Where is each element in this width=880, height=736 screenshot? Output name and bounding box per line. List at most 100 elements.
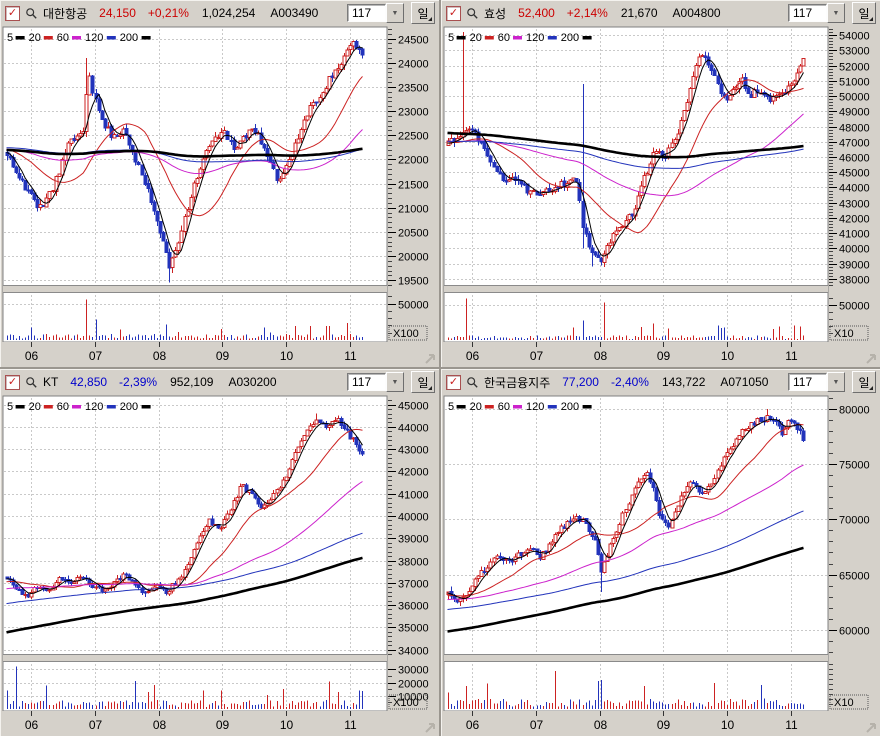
month-label: 08 xyxy=(594,349,608,363)
stock-price: 42,850 xyxy=(70,375,108,389)
panel-checkbox[interactable]: ✓ xyxy=(446,5,461,21)
svg-text:22000: 22000 xyxy=(398,155,429,167)
stock-volume: 143,722 xyxy=(661,375,706,389)
month-label: 11 xyxy=(785,718,798,732)
svg-text:50000: 50000 xyxy=(839,301,870,313)
ma-60-line xyxy=(447,464,804,601)
resize-grip[interactable] xyxy=(423,721,437,735)
period-day-button[interactable]: 일 xyxy=(852,2,876,24)
svg-text:47000: 47000 xyxy=(839,138,870,150)
search-icon[interactable] xyxy=(466,7,479,20)
ma-5-line xyxy=(447,59,804,257)
legend-swatch xyxy=(513,36,522,40)
y-axis: 54000 53000 52000 51000 50000 49000 48000 47000… xyxy=(829,29,870,334)
stock-price: 52,400 xyxy=(518,6,555,20)
month-label: 09 xyxy=(657,349,671,363)
svg-text:X10: X10 xyxy=(834,328,854,340)
ma-lines xyxy=(447,418,804,633)
ma-legend: 5 20 60 120 200 xyxy=(7,401,151,413)
legend-swatch xyxy=(15,405,25,409)
legend-swatch xyxy=(582,405,592,409)
ma-legend: 5 20 60 120 200 xyxy=(7,32,151,44)
svg-text:X100: X100 xyxy=(393,328,419,340)
stock-name: KT xyxy=(43,375,59,389)
month-label: 11 xyxy=(344,349,357,363)
period-day-button[interactable]: 일 xyxy=(411,2,435,24)
panel-checkbox[interactable]: ✓ xyxy=(5,5,20,21)
bar-count-input[interactable]: 117 xyxy=(347,373,386,391)
search-icon[interactable] xyxy=(466,376,479,389)
search-icon[interactable] xyxy=(25,7,38,20)
resize-grip[interactable] xyxy=(864,352,878,366)
month-label: 11 xyxy=(344,718,357,732)
panel-checkbox[interactable]: ✓ xyxy=(5,374,20,390)
stock-price: 77,200 xyxy=(562,375,599,389)
legend-swatch xyxy=(72,36,81,40)
ma-200-line xyxy=(447,131,804,159)
legend-swatch xyxy=(456,36,466,40)
svg-text:53000: 53000 xyxy=(839,46,870,58)
stock-name: 대한항공 xyxy=(43,6,88,21)
volume-unit-label: X100 xyxy=(388,325,428,341)
legend-label: 5 xyxy=(448,401,454,413)
svg-text:20000: 20000 xyxy=(398,679,429,691)
month-label: 11 xyxy=(785,349,798,363)
bar-count-input[interactable]: 117 xyxy=(347,4,386,22)
legend-swatch xyxy=(141,405,151,409)
legend-label: 120 xyxy=(526,32,544,44)
chart-background xyxy=(1,25,439,367)
legend-label: 120 xyxy=(85,32,103,44)
candlestick-chart[interactable]: 5 20 60 120 200 54000 53000 52000 51000 50000 4900… xyxy=(442,25,880,367)
chevron-down-icon[interactable]: ▼ xyxy=(827,372,845,392)
chevron-down-icon[interactable]: ▼ xyxy=(827,3,845,23)
volume-bars xyxy=(7,299,363,340)
candles xyxy=(5,40,365,283)
panel-header: ✓ 대한항공 24,150 +0,21% 1,024,254 A003490 1… xyxy=(1,1,439,25)
ma-5-line xyxy=(447,418,804,600)
bar-count-input[interactable]: 117 xyxy=(788,4,827,22)
month-label: 07 xyxy=(89,718,103,732)
panel-checkbox[interactable]: ✓ xyxy=(446,374,461,390)
x-axis: 06 07 08 09 10 11 xyxy=(442,342,880,367)
candlestick-chart[interactable]: 5 20 60 120 200 45000 44000 43000 42000 41000 4000… xyxy=(1,394,439,736)
candlestick-chart[interactable]: 5 20 60 120 200 80000 75000 70000 65000 60000 X10 0… xyxy=(442,394,880,736)
chevron-down-icon[interactable]: ▼ xyxy=(386,3,404,23)
svg-text:70000: 70000 xyxy=(839,515,870,527)
legend-swatch xyxy=(106,36,116,40)
chevron-down-icon[interactable]: ▼ xyxy=(386,372,404,392)
panel-header: ✓ 효성 52,400 +2,14% 21,670 A004800 117 ▼ … xyxy=(442,1,880,25)
stock-change-percent: -2,40% xyxy=(610,375,649,389)
search-icon[interactable] xyxy=(25,376,38,389)
period-day-button[interactable]: 일 xyxy=(411,371,435,393)
resize-grip[interactable] xyxy=(864,721,878,735)
svg-text:41000: 41000 xyxy=(839,229,870,241)
stock-chart-panel-3: ✓ KT 42,850 -2,39% 952,109 A030200 117 ▼… xyxy=(0,369,439,736)
stock-volume: 21,670 xyxy=(620,6,658,20)
chart-body: 5 20 60 120 200 54000 53000 52000 51000 50000 4900… xyxy=(442,25,880,367)
svg-text:44000: 44000 xyxy=(839,183,870,195)
legend-label: 60 xyxy=(57,401,69,413)
svg-text:43000: 43000 xyxy=(398,445,429,457)
svg-text:51000: 51000 xyxy=(839,77,870,89)
bar-count-input[interactable]: 117 xyxy=(788,373,827,391)
grid-lines xyxy=(445,398,827,709)
x-axis: 06 07 08 09 10 11 xyxy=(442,711,880,736)
period-day-button[interactable]: 일 xyxy=(852,371,876,393)
ma-20-line xyxy=(447,79,804,234)
x-axis: 06 07 08 09 10 11 xyxy=(1,342,439,367)
volume-bars xyxy=(7,666,363,709)
stock-code: A030200 xyxy=(228,375,277,389)
resize-grip[interactable] xyxy=(423,352,437,366)
candlestick-chart[interactable]: 5 20 60 120 200 24500 24000 23500 23000 22500 2200… xyxy=(1,25,439,367)
legend-swatch xyxy=(513,405,522,409)
legend-swatch xyxy=(15,36,25,40)
ma-20-line xyxy=(6,76,363,217)
stock-chart-panel-4: ✓ 한국금융지주 77,200 -2,40% 143,722 A071050 1… xyxy=(441,369,880,736)
stock-name: 효성 xyxy=(484,6,507,21)
svg-text:X100: X100 xyxy=(393,697,419,709)
month-label: 09 xyxy=(216,718,230,732)
stock-change-percent: +0,21% xyxy=(147,6,189,20)
month-label: 07 xyxy=(530,718,544,732)
svg-text:21000: 21000 xyxy=(398,204,429,216)
